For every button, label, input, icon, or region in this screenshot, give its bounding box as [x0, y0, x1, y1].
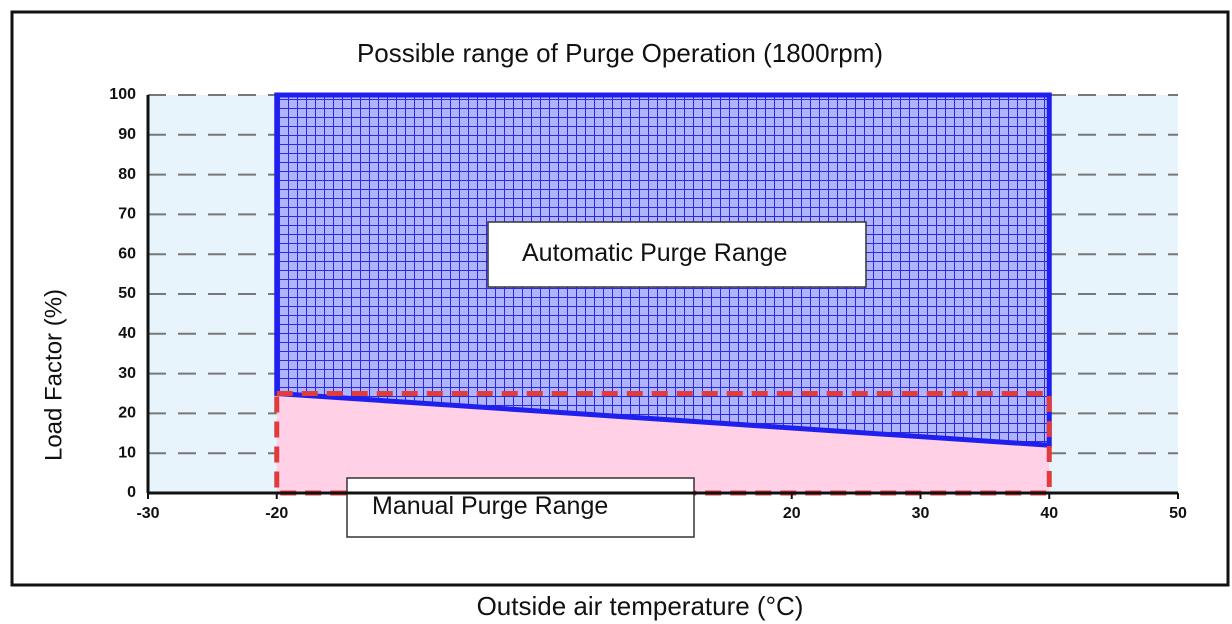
- y-tick-label: 50: [118, 285, 136, 302]
- y-tick-label: 100: [109, 86, 136, 103]
- chart-title: Possible range of Purge Operation (1800r…: [357, 38, 883, 68]
- x-tick-label: -30: [136, 505, 159, 522]
- annotation-box: [487, 221, 867, 288]
- y-tick-label: 70: [118, 206, 136, 223]
- x-tick-label: 50: [1169, 505, 1187, 522]
- annotation: Automatic Purge Range: [522, 239, 787, 267]
- x-tick-label: 30: [912, 505, 930, 522]
- y-axis-label: Load Factor (%): [40, 289, 67, 461]
- x-tick-label: 20: [783, 505, 801, 522]
- y-tick-label: 20: [118, 405, 136, 422]
- annotation-box: [346, 477, 695, 538]
- y-tick-label: 90: [118, 126, 136, 143]
- y-tick-label: 0: [127, 484, 136, 501]
- x-axis-label: Outside air temperature (°C): [477, 591, 804, 621]
- area-outline: [274, 391, 1052, 496]
- y-tick-label: 30: [118, 365, 136, 382]
- x-tick-label: -20: [265, 505, 288, 522]
- y-tick-label: 10: [118, 444, 136, 461]
- y-tick-label: 60: [118, 245, 136, 262]
- x-tick-label: 40: [1040, 505, 1058, 522]
- y-tick-label: 40: [118, 325, 136, 342]
- annotation: Manual Purge Range: [372, 492, 608, 520]
- y-tick-label: 80: [118, 166, 136, 183]
